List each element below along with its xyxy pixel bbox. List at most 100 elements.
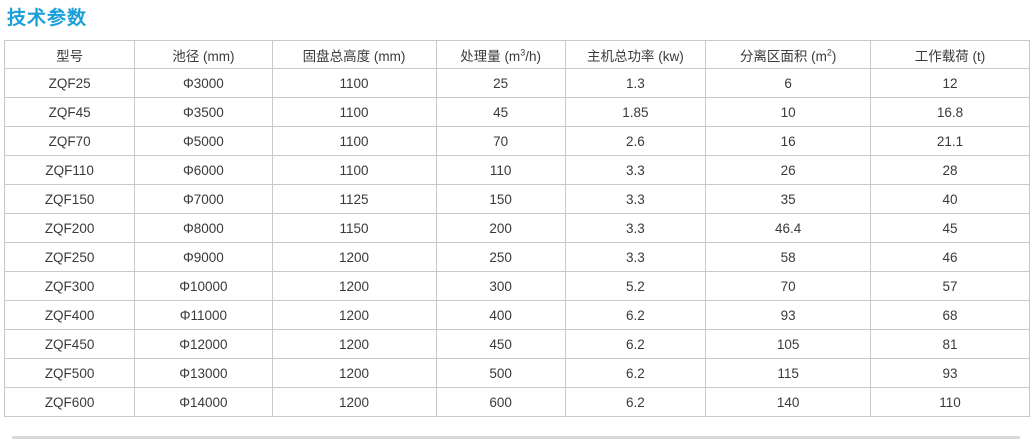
table-cell: 1150: [271, 213, 437, 243]
header-cell-0: 型号: [3, 40, 136, 69]
table-cell: ZQF500: [3, 358, 136, 388]
table-cell: 45: [435, 97, 566, 127]
table-cell: 3.3: [564, 184, 707, 214]
table-cell: 1100: [271, 155, 437, 185]
table-row: ZQF300 Φ10000 1200 300 5.2 70 57: [3, 271, 1030, 301]
table-cell: 25: [435, 68, 566, 98]
table-row: ZQF70 Φ5000 1100 70 2.6 16 21.1: [3, 126, 1030, 156]
table-row: ZQF110 Φ6000 1100 110 3.3 26 28: [3, 155, 1030, 185]
table-cell: 1125: [271, 184, 437, 214]
table-cell: 93: [870, 358, 1030, 388]
table-cell: 1200: [271, 387, 437, 417]
table-cell: 2.6: [564, 126, 707, 156]
table-cell: 57: [870, 271, 1030, 301]
table-cell: 400: [435, 300, 566, 330]
table-cell: Φ13000: [134, 358, 273, 388]
table-cell: 6.2: [564, 300, 707, 330]
table-cell: Φ14000: [134, 387, 273, 417]
table-cell: ZQF150: [3, 184, 136, 214]
table-cell: 46: [870, 242, 1030, 272]
table-cell: 1200: [271, 300, 437, 330]
table-cell: 600: [435, 387, 566, 417]
table-cell: 6.2: [564, 387, 707, 417]
table-cell: 1100: [271, 68, 437, 98]
table-cell: ZQF250: [3, 242, 136, 272]
table-cell: 46.4: [705, 213, 872, 243]
table-cell: 5.2: [564, 271, 707, 301]
table-cell: 300: [435, 271, 566, 301]
table-cell: 70: [705, 271, 872, 301]
table-cell: 1100: [271, 126, 437, 156]
table-row: ZQF250 Φ9000 1200 250 3.3 58 46: [3, 242, 1030, 272]
table-cell: 140: [705, 387, 872, 417]
table-cell: 26: [705, 155, 872, 185]
page-title: 技术参数: [7, 8, 88, 29]
table-cell: 81: [870, 329, 1030, 359]
table-cell: 1100: [271, 97, 437, 127]
table-row: ZQF150 Φ7000 1125 150 3.3 35 40: [3, 184, 1030, 214]
table-cell: 6: [705, 68, 872, 98]
table-cell: ZQF110: [3, 155, 136, 185]
table-cell: 28: [870, 155, 1030, 185]
table-cell: 93: [705, 300, 872, 330]
table-cell: Φ5000: [134, 126, 273, 156]
table-cell: Φ12000: [134, 329, 273, 359]
table-cell: 21.1: [870, 126, 1030, 156]
table-cell: Φ3000: [134, 68, 273, 98]
table-cell: ZQF200: [3, 213, 136, 243]
table-cell: ZQF600: [3, 387, 136, 417]
table-cell: 500: [435, 358, 566, 388]
table-row: ZQF200 Φ8000 1150 200 3.3 46.4 45: [3, 213, 1030, 243]
table-cell: 16.8: [870, 97, 1030, 127]
table-cell: 3.3: [564, 155, 707, 185]
table-cell: ZQF450: [3, 329, 136, 359]
header-cell-1: 池径 (mm): [134, 40, 273, 69]
table-cell: 35: [705, 184, 872, 214]
table-cell: 105: [705, 329, 872, 359]
table-cell: ZQF25: [3, 68, 136, 98]
header-cell-4: 主机总功率 (kw): [564, 40, 707, 69]
header-cell-6: 工作载荷 (t): [870, 40, 1030, 69]
header-cell-3: 处理量 (m3/h): [435, 40, 566, 69]
table-cell: 1200: [271, 242, 437, 272]
table-cell: 115: [705, 358, 872, 388]
table-cell: 40: [870, 184, 1030, 214]
table-cell: ZQF70: [3, 126, 136, 156]
table-cell: 68: [870, 300, 1030, 330]
table-cell: Φ6000: [134, 155, 273, 185]
table-cell: 70: [435, 126, 566, 156]
table-row: ZQF25 Φ3000 1100 25 1.3 6 12: [3, 68, 1030, 98]
table-cell: 3.3: [564, 242, 707, 272]
table-row: ZQF450 Φ12000 1200 450 6.2 105 81: [3, 329, 1030, 359]
table-cell: ZQF300: [3, 271, 136, 301]
table-cell: 12: [870, 68, 1030, 98]
table-cell: ZQF45: [3, 97, 136, 127]
table-cell: 10: [705, 97, 872, 127]
table-row: ZQF600 Φ14000 1200 600 6.2 140 110: [3, 387, 1030, 417]
table-cell: 200: [435, 213, 566, 243]
table-cell: 1200: [271, 271, 437, 301]
header-cell-2: 固盘总高度 (mm): [271, 40, 437, 69]
table-cell: 16: [705, 126, 872, 156]
table-cell: 1.85: [564, 97, 707, 127]
table-cell: Φ7000: [134, 184, 273, 214]
table-cell: 110: [435, 155, 566, 185]
table-bottom-shadow: [12, 436, 1020, 439]
table-cell: 58: [705, 242, 872, 272]
technical-parameters-table: 型号 池径 (mm) 固盘总高度 (mm) 处理量 (m3/h) 主机总功率 (kw) 分…: [3, 40, 1030, 417]
table-cell: Φ9000: [134, 242, 273, 272]
table-cell: Φ3500: [134, 97, 273, 127]
table-cell: 250: [435, 242, 566, 272]
table-cell: 1200: [271, 358, 437, 388]
table-cell: 45: [870, 213, 1030, 243]
table-row: ZQF400 Φ11000 1200 400 6.2 93 68: [3, 300, 1030, 330]
table-cell: 1200: [271, 329, 437, 359]
table-cell: 110: [870, 387, 1030, 417]
table-header-row: 型号 池径 (mm) 固盘总高度 (mm) 处理量 (m3/h) 主机总功率 (kw) 分…: [3, 40, 1030, 69]
table-cell: 3.3: [564, 213, 707, 243]
table-cell: 6.2: [564, 358, 707, 388]
table-cell: Φ10000: [134, 271, 273, 301]
table-cell: 1.3: [564, 68, 707, 98]
header-cell-5: 分离区面积 (m2): [705, 40, 872, 69]
